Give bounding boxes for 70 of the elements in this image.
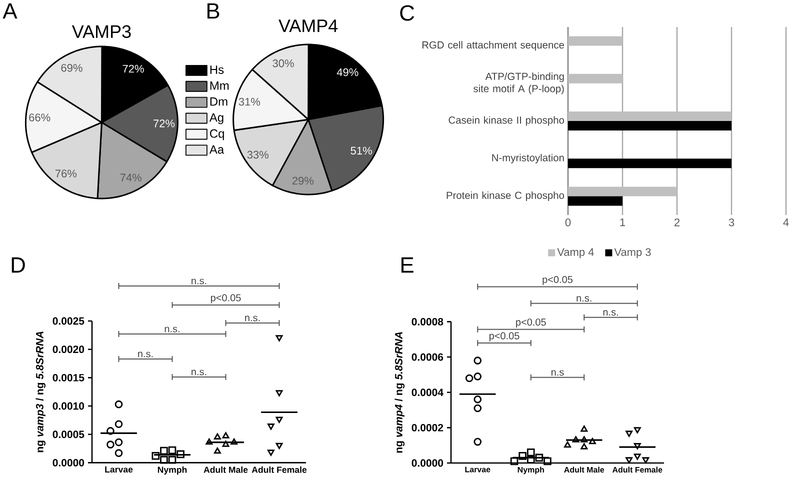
text: E <box>401 257 414 273</box>
x-tick-label: Adult Male <box>564 466 604 473</box>
data-label: 69% <box>61 64 82 72</box>
text: C <box>400 5 414 21</box>
data-label: 33% <box>247 150 268 159</box>
legend-label: Dm <box>210 97 228 106</box>
annotation: p<0.05 <box>516 318 546 328</box>
y-tick-label: 0.0006 <box>412 353 444 361</box>
annotation: p<0.05 <box>489 332 520 342</box>
text: p<0.05 <box>542 276 573 286</box>
y-tick-label: 0.0000 <box>412 459 444 467</box>
legend-label: Aa <box>209 145 224 154</box>
data-label: 30% <box>272 59 294 68</box>
y-tick-label: ATP/GTP-binding site motif A (P-loop) <box>474 72 564 94</box>
text: p<0.05 <box>210 294 241 304</box>
y-tick-label: 0.0020 <box>52 346 84 354</box>
data-label: 29% <box>292 176 314 185</box>
chart-title: VAMP3 <box>72 25 131 38</box>
annotation: n.s. <box>245 316 260 322</box>
data-label: 66% <box>29 114 50 122</box>
data-label: 72% <box>122 64 144 73</box>
y-tick-label: N-myristoylation <box>492 154 564 164</box>
text: n.s. <box>603 310 618 316</box>
x-tick-label: Nymph <box>158 466 187 475</box>
y-axis-title: ng vamp4 / ng 5.8SrRNA <box>394 332 405 453</box>
y-tick-label: 0.0002 <box>412 424 444 432</box>
x-tick-label: Nymph <box>518 466 544 474</box>
data-label: 31% <box>238 98 260 106</box>
data-label: 72% <box>154 120 175 128</box>
text: B <box>207 3 220 19</box>
x-tick-label: Larvae <box>465 466 490 472</box>
text: n.s. <box>192 278 206 284</box>
y-tick-label: 0.0008 <box>412 318 444 326</box>
legend-label: Vamp 4 <box>557 248 594 258</box>
x-tick-label: 1 <box>620 218 626 226</box>
data-label: 51% <box>350 146 372 155</box>
data-label: 49% <box>336 68 358 76</box>
data-label: 76% <box>55 170 77 178</box>
text: D <box>12 257 25 273</box>
y-tick-label: RGD cell attachment sequence <box>422 41 564 51</box>
legend-label: Ag <box>209 113 224 124</box>
text: n.s. <box>576 296 592 302</box>
x-tick-label: 4 <box>783 218 789 226</box>
y-tick-label: 0.0005 <box>52 430 84 438</box>
y-tick-label: 0.0004 <box>412 388 444 396</box>
legend-label: Vamp 3 <box>614 248 651 258</box>
x-tick-label: Adult Female <box>252 466 307 473</box>
x-tick-label: Adult Female <box>612 466 662 473</box>
y-tick-label: 0.0015 <box>52 374 84 382</box>
y-tick-label: Protein kinase C phospho <box>446 191 564 201</box>
legend-label: Mm <box>210 82 229 90</box>
y-tick-label: 0.0010 <box>52 402 84 410</box>
y-tick-label: Casein kinase II phospho <box>448 116 564 126</box>
y-tick-label: 0.0025 <box>52 317 84 325</box>
data-label: 74% <box>120 174 142 182</box>
chart-title: VAMP4 <box>278 20 338 32</box>
annotation: n.s. <box>138 352 153 358</box>
legend-label: Hs <box>210 66 224 74</box>
x-tick-label: Adult Male <box>204 466 248 473</box>
x-tick-label: 3 <box>728 218 734 226</box>
x-tick-label: 0 <box>565 218 571 226</box>
annotation: n.s. <box>192 370 206 376</box>
x-tick-label: 2 <box>674 218 680 226</box>
y-axis-title: ng vamp3 / ng 5.8SrRNA <box>36 332 46 452</box>
y-tick-label: 0.0000 <box>52 458 84 466</box>
annotation: n.s. <box>164 326 180 332</box>
x-tick-label: Larvae <box>105 466 133 473</box>
annotation: n.s <box>552 370 564 376</box>
legend-label: Cq <box>210 129 224 140</box>
text: A <box>2 3 18 19</box>
